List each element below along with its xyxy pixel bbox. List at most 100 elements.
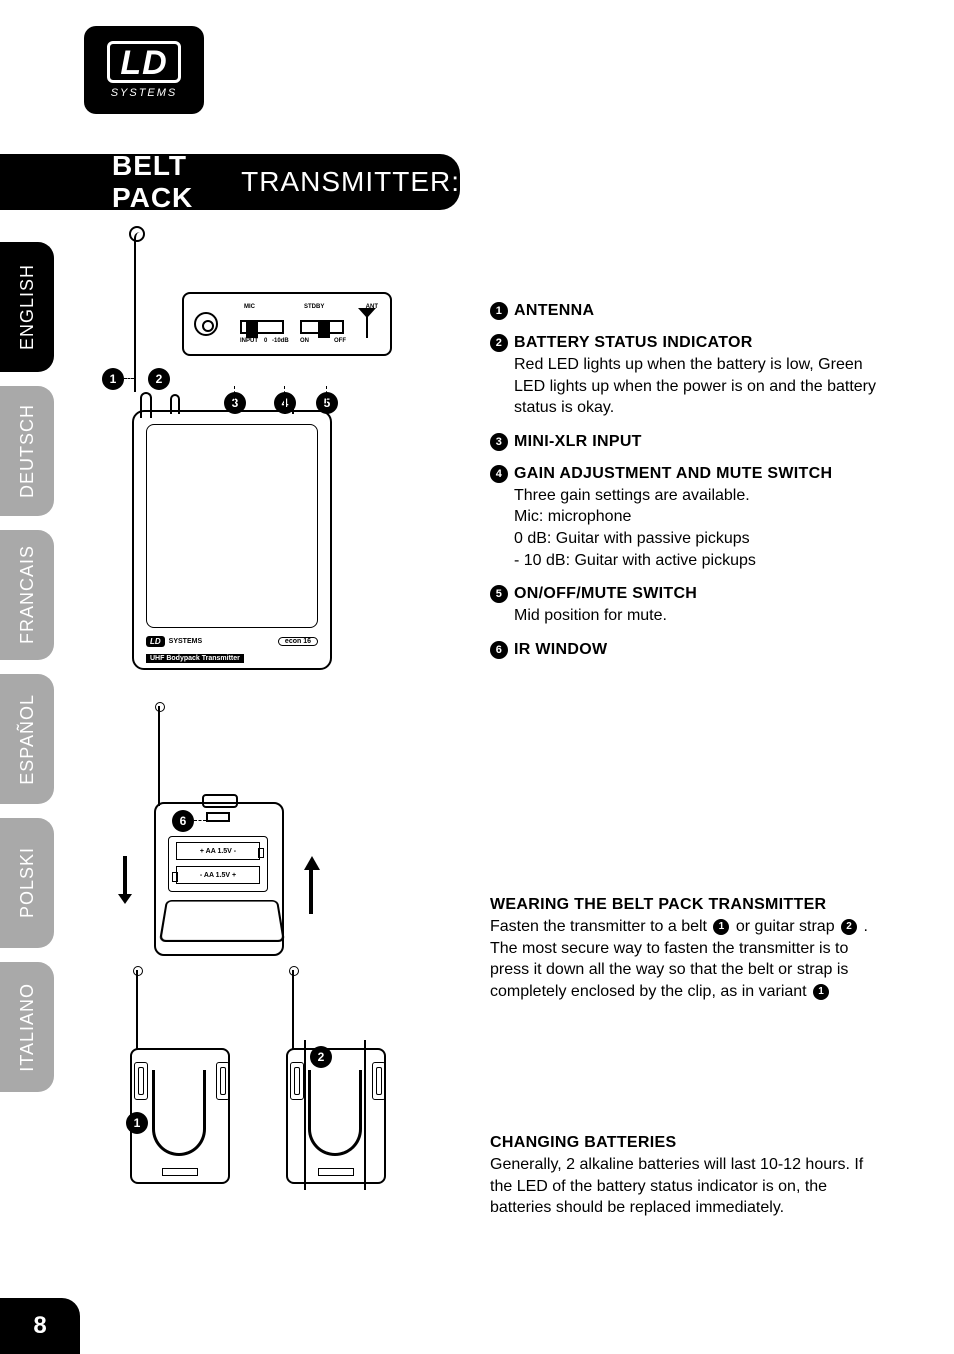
item-ir: 6 IR WINDOW bbox=[490, 641, 880, 659]
figure-beltpack-rear: + AA 1.5V - - AA 1.5V + 6 bbox=[94, 706, 424, 966]
wearing-p1b: or guitar strap bbox=[731, 918, 839, 935]
ant3-1 bbox=[136, 970, 138, 1050]
title-bold: BELT PACK bbox=[112, 150, 233, 214]
num-2: 2 bbox=[490, 334, 508, 352]
dash-3 bbox=[234, 386, 236, 410]
num-5: 5 bbox=[490, 585, 508, 603]
item-battery-indicator: 2 BATTERY STATUS INDICATOR Red LED lights… bbox=[490, 334, 880, 419]
dash-5 bbox=[326, 386, 328, 410]
body-5: Mid position for mute. bbox=[514, 605, 880, 627]
page-number: 8 bbox=[0, 1298, 80, 1354]
lbl-m10db: -10dB bbox=[272, 338, 289, 344]
lang-tab-espanol[interactable]: ESPAÑOL bbox=[0, 674, 54, 804]
num-6: 6 bbox=[490, 641, 508, 659]
callout-v1: 1 bbox=[126, 1112, 148, 1134]
changing-title: CHANGING BATTERIES bbox=[490, 1134, 880, 1152]
lang-tab-english[interactable]: ENGLISH bbox=[0, 242, 54, 372]
num-4: 4 bbox=[490, 465, 508, 483]
page-title: BELT PACK TRANSMITTER: bbox=[0, 154, 460, 210]
beltpack-inner bbox=[146, 424, 318, 628]
body-4: Three gain settings are available. Mic: … bbox=[514, 485, 880, 571]
logo-sub: SYSTEMS bbox=[111, 87, 178, 99]
body-2: Red LED lights up when the battery is lo… bbox=[514, 354, 880, 419]
item-gain: 4 GAIN ADJUSTMENT AND MUTE SWITCH Three g… bbox=[490, 465, 880, 571]
variant-1 bbox=[112, 970, 244, 1200]
lbl-mic: MIC bbox=[244, 304, 255, 310]
wearing-ref1: 1 bbox=[713, 919, 729, 935]
slot3-2 bbox=[318, 1168, 354, 1176]
clip3-1r bbox=[216, 1062, 230, 1100]
title-1: ANTENNA bbox=[514, 302, 594, 320]
callout-1: 1 bbox=[102, 368, 124, 390]
section-wearing: WEARING THE BELT PACK TRANSMITTER Fasten… bbox=[490, 896, 880, 1002]
variant-2 bbox=[268, 970, 400, 1200]
arrow-up-icon bbox=[304, 856, 318, 914]
gain-switch-icon bbox=[240, 320, 284, 334]
lbl-off: OFF bbox=[334, 338, 346, 344]
lbl-input: INPUT bbox=[240, 338, 258, 344]
uclip-1 bbox=[152, 1070, 206, 1156]
title-3: MINI-XLR INPUT bbox=[514, 433, 642, 451]
callout-v2: 2 bbox=[310, 1046, 332, 1068]
battery-1: + AA 1.5V - bbox=[176, 842, 260, 860]
figure-beltpack-front: MIC INPUT 0 -10dB STDBY ON OFF ANT 1 2 3… bbox=[94, 232, 424, 702]
slot3-1 bbox=[162, 1168, 198, 1176]
dash-1 bbox=[124, 378, 134, 379]
lbl-0db: 0 bbox=[264, 338, 267, 344]
brand-logo: LD SYSTEMS bbox=[84, 26, 204, 114]
lang-tab-francais[interactable]: FRANCAIS bbox=[0, 530, 54, 660]
ant-symbol-icon bbox=[358, 308, 376, 338]
item-antenna: 1 ANTENNA bbox=[490, 302, 880, 320]
antenna2-line bbox=[158, 706, 160, 806]
figure-clip-variants: 1 2 bbox=[94, 970, 424, 1230]
clip-left-icon bbox=[170, 394, 180, 414]
brand-model: econ 16 bbox=[278, 637, 318, 646]
brand-systems: SYSTEMS bbox=[169, 638, 202, 645]
lbl-on: ON bbox=[300, 338, 309, 344]
title-thin: TRANSMITTER: bbox=[241, 166, 460, 198]
num-3: 3 bbox=[490, 433, 508, 451]
dash-6 bbox=[194, 820, 206, 821]
battery-2: - AA 1.5V + bbox=[176, 866, 260, 884]
title-5: ON/OFF/MUTE SWITCH bbox=[514, 585, 697, 603]
wearing-ref2: 2 bbox=[841, 919, 857, 935]
beltpack-body: LD SYSTEMS econ 16 UHF Bodypack Transmit… bbox=[132, 410, 332, 670]
lang-tab-polski[interactable]: POLSKI bbox=[0, 818, 54, 948]
brand-chip: LD bbox=[146, 636, 165, 647]
device-label: LD SYSTEMS econ 16 UHF Bodypack Transmit… bbox=[146, 636, 318, 660]
ant3-2 bbox=[292, 970, 294, 1050]
clip3-2r bbox=[372, 1062, 386, 1100]
lang-tab-deutsch[interactable]: DEUTSCH bbox=[0, 386, 54, 516]
wearing-p1a: Fasten the transmitter to a belt bbox=[490, 918, 711, 935]
top-panel: MIC INPUT 0 -10dB STDBY ON OFF ANT bbox=[182, 292, 392, 356]
clip3-2l bbox=[290, 1062, 304, 1100]
item-mini-xlr: 3 MINI-XLR INPUT bbox=[490, 433, 880, 451]
section-batteries: CHANGING BATTERIES Generally, 2 alkaline… bbox=[490, 1134, 880, 1219]
changing-body: Generally, 2 alkaline batteries will las… bbox=[490, 1154, 880, 1219]
callout-6: 6 bbox=[172, 810, 194, 832]
power-switch-icon bbox=[300, 320, 344, 334]
wearing-ref3: 1 bbox=[813, 984, 829, 1000]
title-4: GAIN ADJUSTMENT AND MUTE SWITCH bbox=[514, 465, 832, 483]
ir-slot-icon bbox=[206, 812, 230, 822]
item-onoff: 5 ON/OFF/MUTE SWITCH Mid position for mut… bbox=[490, 585, 880, 627]
clip3-1l bbox=[134, 1062, 148, 1100]
wearing-title: WEARING THE BELT PACK TRANSMITTER bbox=[490, 896, 880, 914]
logo-main: LD bbox=[107, 41, 180, 83]
title-2: BATTERY STATUS INDICATOR bbox=[514, 334, 753, 352]
rear-clip-icon bbox=[202, 794, 238, 808]
uclip-2 bbox=[308, 1070, 362, 1156]
diagrams-column: MIC INPUT 0 -10dB STDBY ON OFF ANT 1 2 3… bbox=[94, 232, 424, 1230]
title-6: IR WINDOW bbox=[514, 641, 607, 659]
brand-sub: UHF Bodypack Transmitter bbox=[146, 654, 244, 663]
arrow-down-icon bbox=[118, 856, 132, 904]
battery-lid-icon bbox=[159, 900, 285, 942]
clip-right-icon bbox=[284, 394, 294, 414]
xlr-jack-icon bbox=[194, 312, 218, 336]
antenna-line bbox=[134, 232, 144, 392]
language-rail: ENGLISH DEUTSCH FRANCAIS ESPAÑOL POLSKI … bbox=[0, 242, 54, 1106]
wearing-body: Fasten the transmitter to a belt 1 or gu… bbox=[490, 916, 880, 1002]
num-1: 1 bbox=[490, 302, 508, 320]
lang-tab-italiano[interactable]: ITALIANO bbox=[0, 962, 54, 1092]
items-list: 1 ANTENNA 2 BATTERY STATUS INDICATOR Red L… bbox=[490, 302, 880, 673]
